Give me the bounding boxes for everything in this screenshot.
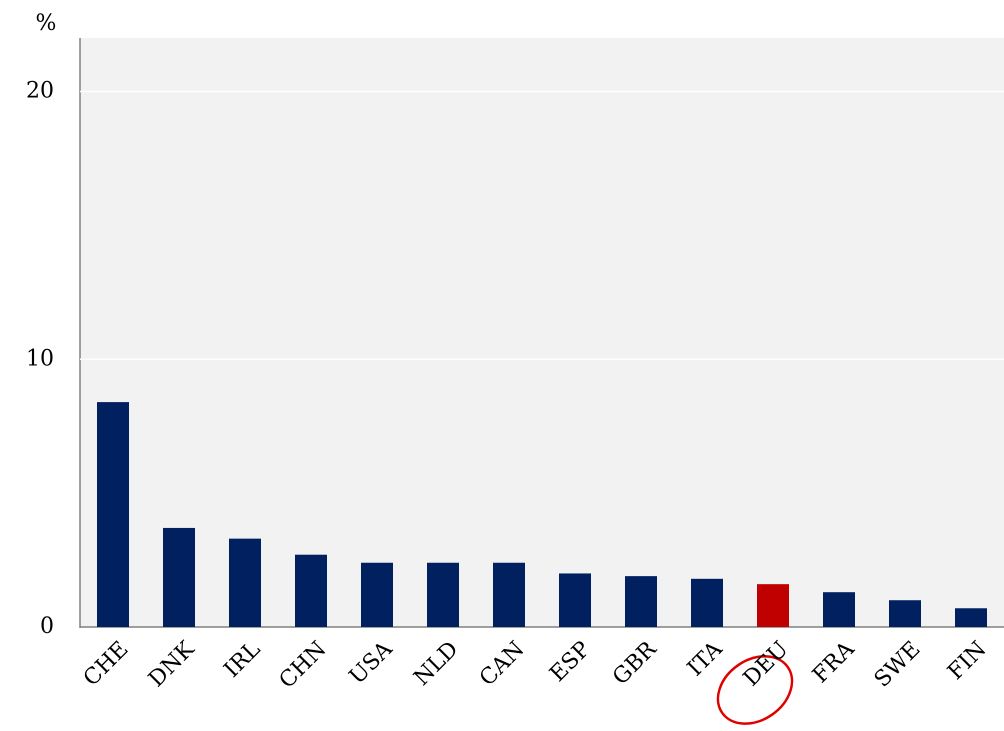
x-tick-label: FIN <box>943 637 991 685</box>
bar <box>427 562 459 627</box>
bar <box>295 554 327 627</box>
x-tick-label: NLD <box>409 637 463 691</box>
highlight-circle <box>716 655 794 725</box>
y-axis-label: % <box>36 11 57 36</box>
x-tick-label: USA <box>345 636 398 689</box>
x-tick-label: FRA <box>808 636 860 688</box>
bar <box>691 578 723 627</box>
x-tick-label: CHE <box>79 637 134 692</box>
x-tick-label: IRL <box>220 637 266 683</box>
x-tick-label: CHN <box>275 637 332 694</box>
bar <box>361 562 393 627</box>
x-tick-label: ITA <box>683 636 728 681</box>
x-tick-label: DNK <box>144 636 200 692</box>
bar <box>559 573 591 627</box>
bar <box>889 600 921 627</box>
y-tick-label: 20 <box>26 79 54 104</box>
bar <box>823 592 855 627</box>
bar <box>163 527 195 627</box>
x-tick-label: SWE <box>870 637 926 693</box>
y-tick-label: 0 <box>40 614 54 639</box>
bar <box>229 538 261 627</box>
bar <box>757 584 789 627</box>
bar <box>493 562 525 627</box>
x-tick-label: CAN <box>475 637 529 691</box>
y-tick-label: 10 <box>26 346 54 371</box>
x-tick-label: ESP <box>545 637 595 687</box>
bar <box>625 576 657 627</box>
plot-area <box>80 38 1004 627</box>
bar <box>97 402 129 627</box>
bar <box>955 608 987 627</box>
x-tick-label: GBR <box>608 636 662 690</box>
